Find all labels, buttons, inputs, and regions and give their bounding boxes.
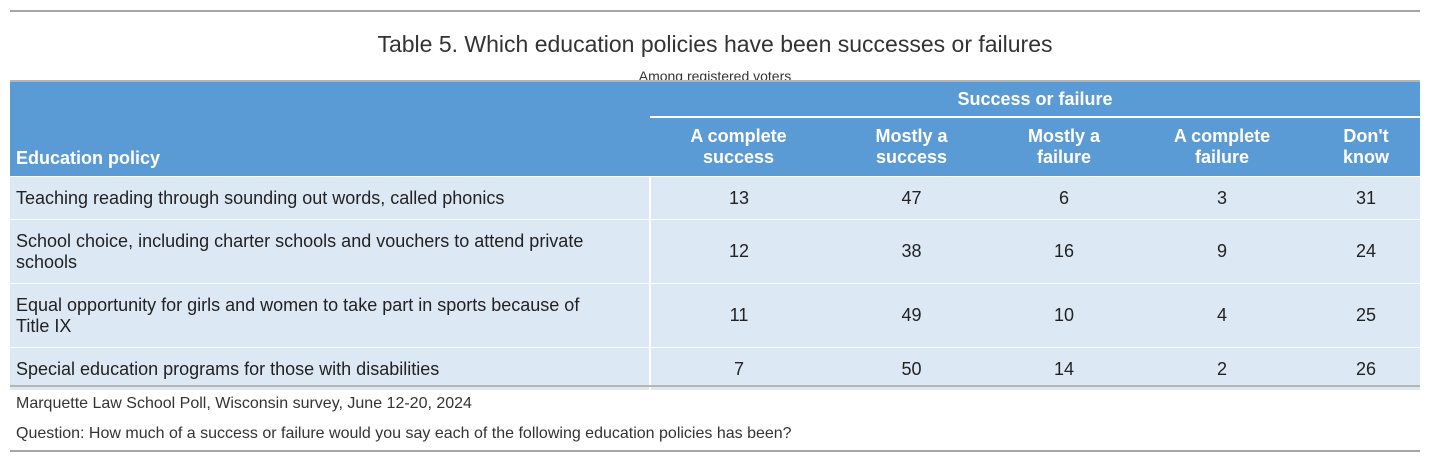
value-cell: 25 bbox=[1312, 283, 1421, 348]
table-row: Equal opportunity for girls and women to… bbox=[10, 283, 1421, 348]
value-cell: 9 bbox=[1132, 219, 1312, 284]
column-header-complete-failure: A complete failure bbox=[1132, 117, 1312, 177]
group-header: Success or failure bbox=[650, 82, 1421, 118]
value-cell: 13 bbox=[650, 176, 827, 220]
policy-cell: Teaching reading through sounding out wo… bbox=[10, 176, 651, 220]
table-bottom-rule bbox=[10, 385, 1420, 387]
survey-table: Education policy Success or failure A co… bbox=[10, 82, 1421, 391]
value-cell: 4 bbox=[1132, 283, 1312, 348]
value-cell: 11 bbox=[650, 283, 827, 348]
table-row: School choice, including charter schools… bbox=[10, 219, 1421, 284]
table-title: Table 5. Which education policies have b… bbox=[377, 31, 1053, 57]
value-cell: 38 bbox=[827, 219, 996, 284]
value-cell: 7 bbox=[650, 347, 827, 391]
value-cell: 26 bbox=[1312, 347, 1421, 391]
value-cell: 2 bbox=[1132, 347, 1312, 391]
value-cell: 6 bbox=[996, 176, 1132, 220]
table-frame: Table 5. Which education policies have b… bbox=[10, 10, 1421, 452]
value-cell: 16 bbox=[996, 219, 1132, 284]
value-cell: 50 bbox=[827, 347, 996, 391]
column-header-mostly-failure: Mostly a failure bbox=[996, 117, 1132, 177]
policy-column-header: Education policy bbox=[10, 82, 650, 177]
question-note: Question: How much of a success or failu… bbox=[16, 425, 792, 442]
value-cell: 3 bbox=[1132, 176, 1312, 220]
value-cell: 12 bbox=[650, 219, 827, 284]
table-row: Teaching reading through sounding out wo… bbox=[10, 176, 1421, 220]
header-rule bbox=[10, 80, 1420, 82]
column-header-mostly-success: Mostly a success bbox=[827, 117, 996, 177]
table-row: Special education programs for those wit… bbox=[10, 347, 1421, 391]
value-cell: 47 bbox=[827, 176, 996, 220]
policy-cell: Equal opportunity for girls and women to… bbox=[10, 283, 651, 348]
value-cell: 31 bbox=[1312, 176, 1421, 220]
value-cell: 14 bbox=[996, 347, 1132, 391]
column-header-dont-know: Don't know bbox=[1312, 117, 1421, 177]
policy-cell: School choice, including charter schools… bbox=[10, 219, 651, 284]
value-cell: 49 bbox=[827, 283, 996, 348]
policy-cell: Special education programs for those wit… bbox=[10, 347, 651, 391]
column-header-complete-success: A complete success bbox=[650, 117, 827, 177]
value-cell: 24 bbox=[1312, 219, 1421, 284]
source-note: Marquette Law School Poll, Wisconsin sur… bbox=[16, 395, 472, 412]
value-cell: 10 bbox=[996, 283, 1132, 348]
